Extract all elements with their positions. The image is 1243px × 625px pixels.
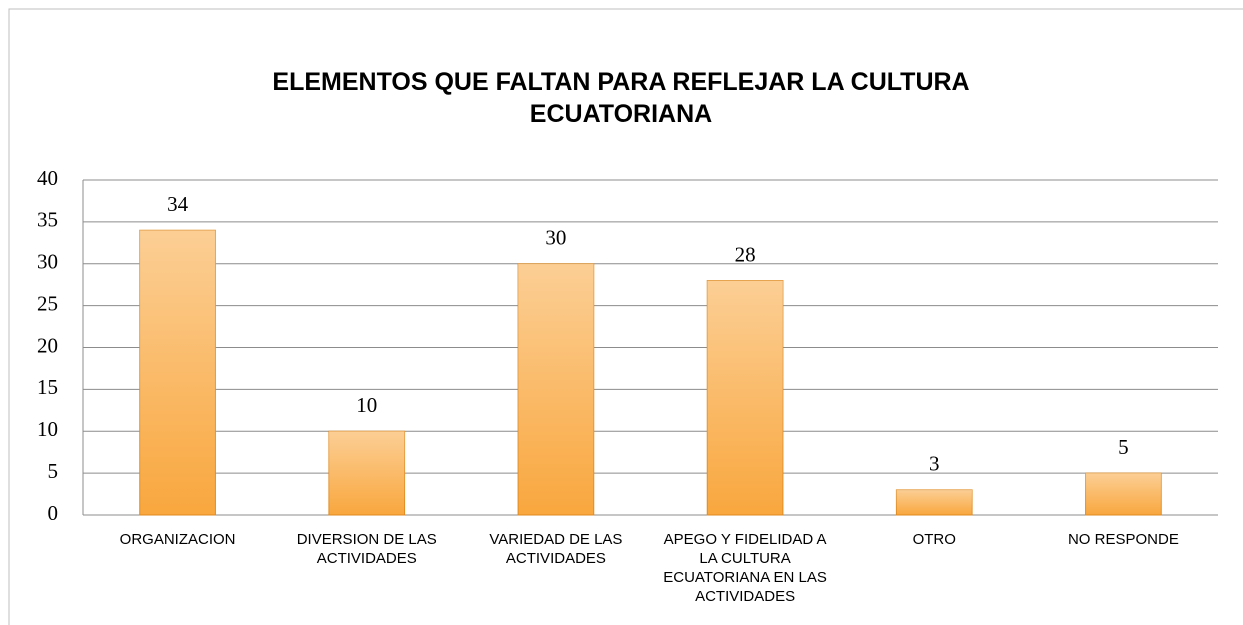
y-tick-label: 25	[37, 291, 58, 315]
frame	[8, 8, 1243, 625]
y-tick-label: 35	[37, 208, 58, 232]
bar-shine	[896, 489, 973, 515]
chart-title: ELEMENTOS QUE FALTAN PARA REFLEJAR LA CU…	[272, 68, 970, 128]
y-tick-label: 40	[37, 166, 58, 190]
bar-shine	[1085, 473, 1162, 515]
y-tick-label: 5	[48, 459, 59, 483]
y-tick-label: 20	[37, 333, 58, 357]
data-label: 30	[545, 226, 566, 250]
x-tick-label: NO RESPONDE	[1067, 531, 1179, 548]
x-tick-label: OTRO	[912, 531, 956, 548]
bar-shine	[139, 230, 216, 515]
data-label: 5	[1118, 435, 1129, 459]
x-tick-label: VARIEDAD DE LAS ACTIVIDADES	[489, 531, 623, 567]
data-label: 34	[167, 192, 189, 216]
x-tick-label: APEGO Y FIDELIDAD A LA CULTURA ECUATORIA…	[663, 531, 827, 605]
y-tick-label: 10	[37, 417, 58, 441]
y-tick-label: 15	[37, 375, 58, 399]
bar-shine	[328, 431, 405, 515]
data-label: 28	[735, 242, 756, 266]
data-label: 10	[356, 393, 377, 417]
x-tick-label: DIVERSION DE LAS ACTIVIDADES	[296, 531, 437, 567]
data-label: 3	[929, 452, 940, 476]
bar-shine	[707, 280, 783, 515]
bar-shine	[518, 263, 594, 515]
y-tick-label: 0	[48, 501, 59, 525]
y-tick-label: 30	[37, 250, 58, 274]
x-tick-label: ORGANIZACION	[119, 531, 236, 548]
